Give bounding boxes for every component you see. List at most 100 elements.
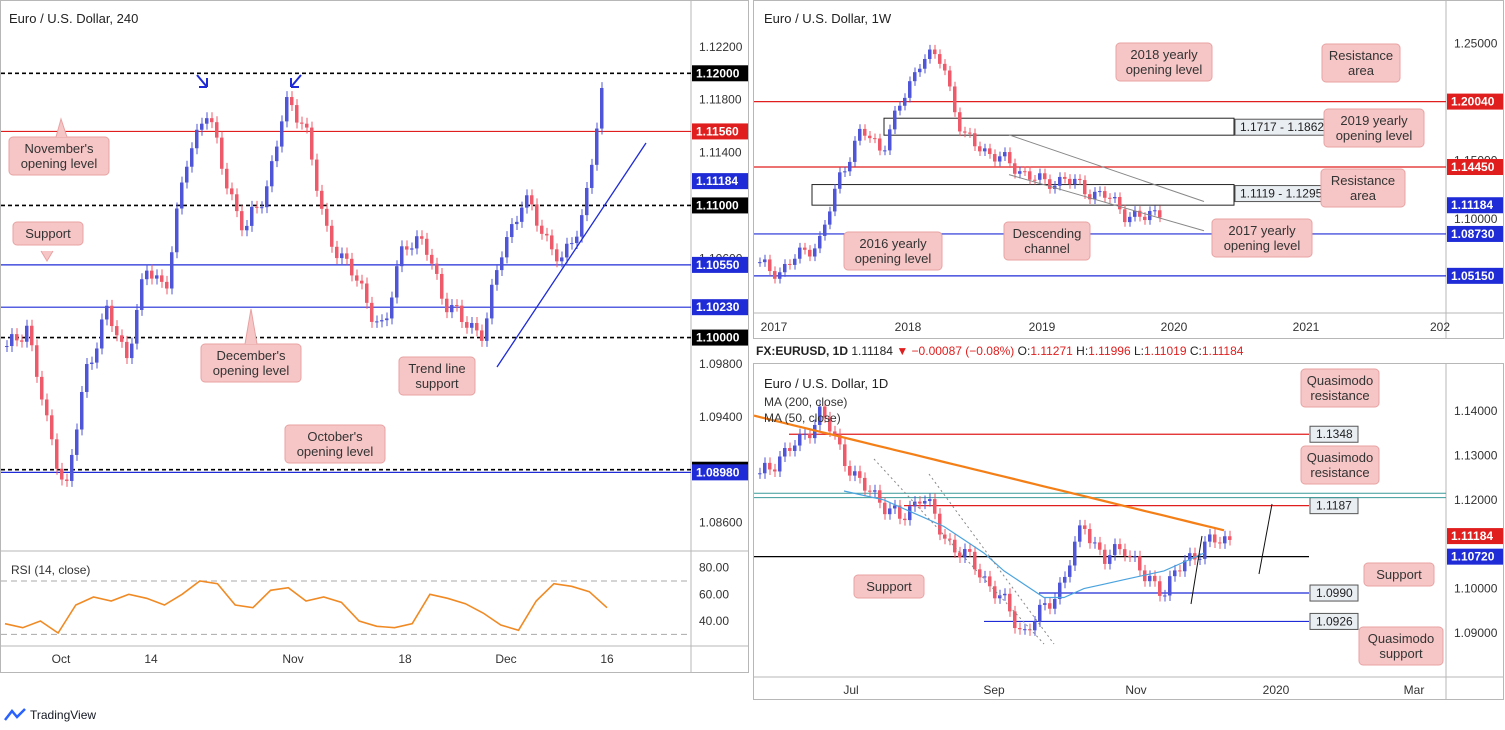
h4-candle <box>450 305 454 313</box>
h4-candle <box>35 345 39 377</box>
weekly-candle <box>1153 210 1157 212</box>
weekly-candle <box>833 188 837 212</box>
h4-candle <box>455 305 459 307</box>
h4-candle <box>390 297 394 319</box>
weekly-annotation-2017-box <box>1211 218 1313 258</box>
weekly-annotation-2018-box <box>1115 42 1213 82</box>
h4-annotation-dec: opening level <box>213 363 290 378</box>
daily-candle <box>1228 536 1232 540</box>
daily-candle <box>1103 549 1107 564</box>
weekly-candle <box>1028 171 1032 180</box>
weekly-chart-panel[interactable]: 1.250001.150001.100001.200401.144501.111… <box>753 0 1504 339</box>
h4-candle <box>425 238 429 255</box>
h4-level-label-bg <box>692 123 748 140</box>
weekly-candle <box>1113 196 1117 199</box>
daily-y-tick: 1.10000 <box>1454 582 1498 596</box>
daily-annotation-qm-sup: Quasimodo <box>1368 631 1434 646</box>
weekly-candle <box>1033 179 1037 181</box>
daily-level-label: 1.0990 <box>1316 586 1353 600</box>
weekly-candle <box>983 148 987 152</box>
weekly-candle <box>858 128 862 141</box>
daily-candle <box>898 505 902 519</box>
daily-candle <box>1133 556 1137 558</box>
weekly-candle <box>823 224 827 236</box>
h4-level-label-bg <box>692 256 748 273</box>
daily-open: 1.11271 <box>1030 344 1073 358</box>
weekly-candle <box>838 172 842 189</box>
daily-candle <box>1148 575 1152 582</box>
h4-candle <box>225 168 229 189</box>
weekly-candle <box>818 235 822 249</box>
daily-candle <box>818 406 822 425</box>
daily-annotation-qm-res2: Quasimodo <box>1307 450 1373 465</box>
weekly-candle <box>1143 216 1147 221</box>
weekly-candle <box>1098 191 1102 193</box>
h4-candle <box>165 281 169 289</box>
h4-candle <box>325 208 329 226</box>
h4-candle <box>30 325 34 346</box>
h4-candle <box>245 225 249 231</box>
h4-x-tick: 18 <box>398 652 412 666</box>
h4-level-label: 1.10550 <box>696 258 740 272</box>
weekly-candle <box>1013 163 1017 174</box>
h4-trendline <box>496 142 647 368</box>
weekly-candle <box>988 148 992 155</box>
weekly-candle <box>908 81 912 98</box>
h4-candle <box>560 257 564 262</box>
daily-x-tick: 2020 <box>1263 683 1290 697</box>
daily-candle <box>1038 604 1042 622</box>
h4-candle <box>75 429 79 455</box>
daily-candle <box>1178 570 1182 572</box>
h4-candle <box>500 257 504 271</box>
weekly-level-label-bg <box>1447 267 1503 284</box>
daily-candle <box>988 576 992 587</box>
weekly-candle <box>893 110 897 130</box>
weekly-candle <box>778 272 782 279</box>
weekly-candle <box>948 70 952 87</box>
h4-annotation-support: Support <box>25 226 71 241</box>
h4-candle <box>290 97 294 106</box>
weekly-zone-label: 1.1119 - 1.1295 <box>1240 187 1323 201</box>
daily-symbol-header: FX:EURUSD, 1D 1.11184 ▼ −0.00087 (−0.08%… <box>756 344 1244 358</box>
weekly-chart: 1.250001.150001.100001.200401.144501.111… <box>754 1 1503 338</box>
h4-annotation-nov: November's <box>25 141 94 156</box>
weekly-candle <box>923 58 927 69</box>
h4-level-label: 1.10230 <box>696 300 740 314</box>
rsi-y-tick: 60.00 <box>699 587 729 601</box>
h4-candle <box>235 194 239 212</box>
daily-candle <box>1083 525 1087 529</box>
daily-chart-panel[interactable]: 1.14000 1.13000 1.12000 1.10000 1.09000 1.134… <box>753 363 1504 700</box>
h4-candle <box>480 330 484 341</box>
weekly-candle <box>1073 178 1077 185</box>
daily-symbol: FX:EURUSD, 1D <box>756 344 849 358</box>
h4-candle <box>330 225 334 247</box>
h4-candle <box>140 279 144 310</box>
h4-level-label-bg <box>692 299 748 316</box>
rsi-y-tick: 80.00 <box>699 561 729 575</box>
h4-candle <box>25 325 29 342</box>
h4-chart-panel[interactable]: 1.122001.118001.114001.106001.098001.094… <box>0 0 749 673</box>
h4-annotation-pointer <box>40 250 54 262</box>
h4-candle <box>40 376 44 400</box>
h4-annotation-oct: October's <box>307 429 363 444</box>
daily-x-tick: Jul <box>843 683 858 697</box>
daily-annotation-qm-res2: resistance <box>1310 465 1369 480</box>
h4-candle <box>130 343 134 359</box>
daily-close: 1.11184 <box>1201 344 1244 358</box>
h4-level-label-bg <box>692 173 748 190</box>
weekly-annotation-res2: Resistance <box>1331 173 1395 188</box>
weekly-candle <box>968 132 972 134</box>
h4-candle <box>275 146 279 162</box>
daily-y-tick: 1.13000 <box>1454 449 1498 463</box>
daily-candle <box>1143 570 1147 582</box>
daily-level-label: 1.0926 <box>1316 614 1353 628</box>
weekly-annotation-2016-box <box>843 231 943 271</box>
daily-candle <box>1183 560 1187 572</box>
h4-y-tick: 1.11400 <box>699 146 742 160</box>
h4-candle <box>410 248 414 250</box>
weekly-candle <box>878 138 882 151</box>
weekly-candle <box>1043 173 1047 180</box>
h4-candle <box>335 246 339 259</box>
weekly-zone <box>811 184 1235 206</box>
h4-candle <box>125 341 129 359</box>
